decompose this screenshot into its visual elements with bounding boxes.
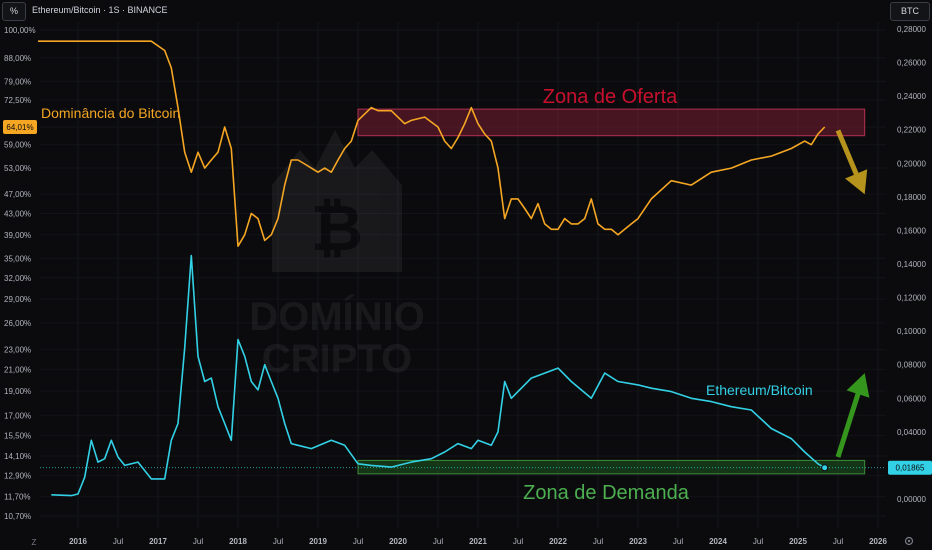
- left-tick-label: 19,00%: [4, 387, 31, 396]
- left-tick-label: 10,70%: [4, 512, 31, 521]
- dominance-last-value-label: 64,01%: [6, 123, 33, 132]
- eth-btc-last-point: [821, 464, 829, 472]
- left-axis: 100,00%88,00%79,00%72,50%64,00%59,00%53,…: [3, 26, 37, 521]
- right-tick-label: 0,00000: [897, 495, 926, 504]
- eth-btc-last-value-badge: [888, 460, 932, 475]
- left-tick-label: 26,00%: [4, 319, 31, 328]
- eth-btc-label: Ethereum/Bitcoin: [706, 382, 813, 398]
- left-tick-label: 21,00%: [4, 365, 31, 374]
- zones: [357, 108, 866, 475]
- timezone-icon: Z: [32, 538, 37, 547]
- watermark-line1: DOMÍNIO: [249, 294, 425, 339]
- btc-dominance-line: [38, 40, 826, 247]
- right-scale-btc-button[interactable]: BTC: [890, 2, 930, 21]
- x-axis: 2016 Jul 2017 Jul 2018 Jul 2019 Jul 2020 Jul 2021 J…: [69, 537, 887, 546]
- x-tick-label: 2019: [309, 537, 327, 546]
- arrows: [835, 129, 870, 458]
- x-tick-label: Jul: [673, 537, 683, 546]
- right-tick-label: 0,06000: [897, 394, 926, 403]
- series: [38, 40, 886, 497]
- left-tick-label: 47,00%: [4, 190, 31, 199]
- left-tick-label: 100,00%: [4, 26, 36, 35]
- right-tick-label: 0,16000: [897, 226, 926, 235]
- watermark-line2: CRIPTO: [262, 337, 412, 381]
- left-tick-label: 12,90%: [4, 471, 31, 480]
- left-tick-label: 53,00%: [4, 164, 31, 173]
- left-tick-label: 43,00%: [4, 210, 31, 219]
- left-scale-percent-button[interactable]: %: [2, 2, 26, 21]
- left-tick-label: 14,10%: [4, 452, 31, 461]
- right-tick-label: 0,26000: [897, 59, 926, 68]
- demand-zone-box: [357, 459, 866, 475]
- left-tick-label: 39,00%: [4, 231, 31, 240]
- watermark-crown-icon: [272, 130, 402, 272]
- x-tick-label: Jul: [593, 537, 603, 546]
- x-tick-label: Jul: [433, 537, 443, 546]
- supply-zone-label: Zona de Oferta: [543, 86, 678, 108]
- x-tick-label: 2024: [709, 537, 727, 546]
- x-tick-label: Jul: [753, 537, 763, 546]
- right-tick-label: 0,12000: [897, 294, 926, 303]
- x-tick-label: 2018: [229, 537, 247, 546]
- right-tick-label: 0,08000: [897, 361, 926, 370]
- left-tick-label: 32,00%: [4, 274, 31, 283]
- x-tick-label: 2023: [629, 537, 647, 546]
- eth-btc-line: [51, 254, 826, 497]
- right-tick-label: 0,18000: [897, 193, 926, 202]
- x-tick-label: Jul: [113, 537, 123, 546]
- x-tick-label: 2016: [69, 537, 87, 546]
- right-tick-label: 0,24000: [897, 92, 926, 101]
- btc-dominance-label: Dominância do Bitcoin: [41, 105, 180, 121]
- right-tick-label: 0,22000: [897, 126, 926, 135]
- chart-toolbar: % Ethereum/Bitcoin · 1S · BINANCE BTC: [0, 0, 932, 22]
- bottom-left-icon[interactable]: Z: [32, 538, 37, 547]
- settings-gear-icon[interactable]: [904, 536, 914, 546]
- x-tick-label: Jul: [193, 537, 203, 546]
- supply-zone-box: [357, 108, 866, 137]
- left-tick-label: 17,00%: [4, 411, 31, 420]
- down-arrow-icon: [835, 129, 868, 195]
- right-axis: 0,28000 0,26000 0,24000 0,22000 0,20000 0,180…: [888, 25, 932, 504]
- x-tick-label: Jul: [353, 537, 363, 546]
- x-tick-label: 2017: [149, 537, 167, 546]
- right-tick-label: 0,04000: [897, 428, 926, 437]
- left-tick-label: 11,70%: [4, 493, 31, 502]
- left-tick-label: 72,50%: [4, 96, 31, 105]
- grid: [40, 22, 886, 528]
- left-tick-label: 88,00%: [4, 54, 31, 63]
- x-tick-label: Jul: [513, 537, 523, 546]
- x-tick-label: Jul: [833, 537, 843, 546]
- left-tick-label: 29,00%: [4, 295, 31, 304]
- right-tick-label: 0,10000: [897, 327, 926, 336]
- eth-btc-last-value-label: 0,01865: [896, 464, 925, 473]
- dominance-last-value-badge: [3, 120, 37, 135]
- watermark-bitcoin-icon: ₿: [311, 192, 363, 264]
- left-tick-label: 23,00%: [4, 346, 31, 355]
- left-tick-label: 59,00%: [4, 141, 31, 150]
- watermark-logo: ₿ DOMÍNIO CRIPTO: [249, 130, 425, 381]
- up-arrow-icon: [835, 373, 870, 458]
- right-tick-label: 0,14000: [897, 260, 926, 269]
- left-tick-label: 79,00%: [4, 77, 31, 86]
- right-tick-label: 0,28000: [897, 25, 926, 34]
- x-tick-label: 2021: [469, 537, 487, 546]
- x-tick-label: 2026: [869, 537, 887, 546]
- x-tick-label: Jul: [273, 537, 283, 546]
- x-tick-label: 2025: [789, 537, 807, 546]
- x-tick-label: 2020: [389, 537, 407, 546]
- demand-zone-label: Zona de Demanda: [523, 482, 690, 504]
- symbol-title: Ethereum/Bitcoin · 1S · BINANCE: [32, 5, 168, 15]
- right-tick-label: 0,20000: [897, 159, 926, 168]
- left-tick-label: 15,50%: [4, 431, 31, 440]
- left-tick-label: 35,00%: [4, 254, 31, 263]
- x-tick-label: 2022: [549, 537, 567, 546]
